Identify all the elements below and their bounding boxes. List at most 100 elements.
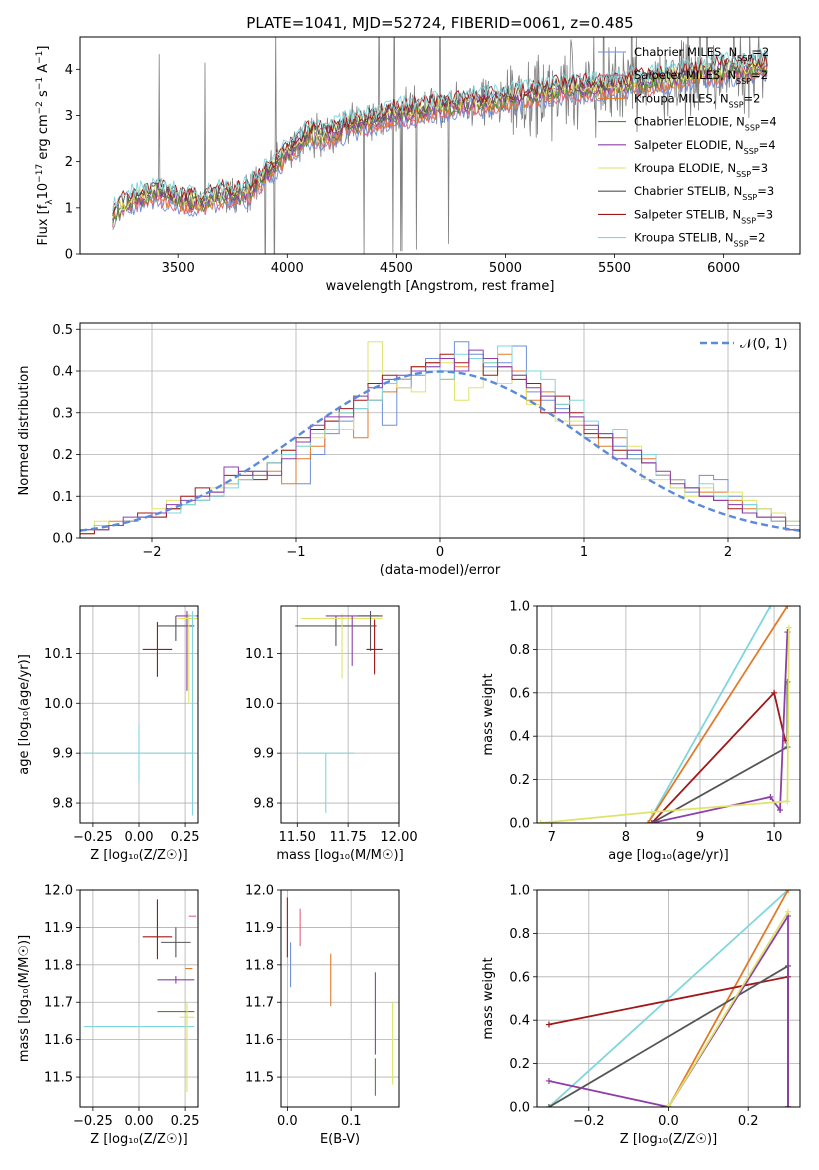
axes-frame <box>280 605 400 824</box>
weight-marker <box>545 1021 552 1028</box>
weight-line <box>647 606 772 823</box>
y-tick-label: 10.0 <box>44 697 73 712</box>
y-tick-label: 11.7 <box>44 996 73 1011</box>
x-tick-label: 4000 <box>271 261 304 276</box>
weight-line <box>647 606 789 823</box>
plot-area <box>80 341 800 538</box>
y-tick-label: 0.6 <box>509 970 530 985</box>
legend-label: Kroupa STELIB, NSSP=2 <box>634 231 765 249</box>
weight-marker <box>648 809 655 816</box>
legend-label: Kroupa ELODIE, NSSP=3 <box>634 161 768 179</box>
y-tick-label: 0.0 <box>509 817 530 832</box>
legend-label-subscript: SSP <box>744 146 759 155</box>
y-tick-label: 0.2 <box>509 773 530 788</box>
x-tick-label: −1 <box>286 545 305 560</box>
x-tick-label: −0.25 <box>73 830 113 845</box>
y-tick-label: 9.9 <box>52 747 73 762</box>
legend-label: Salpeter ELODIE, NSSP=4 <box>634 138 776 156</box>
x-axis-label: mass [log₁₀(M/M☉)] <box>276 848 403 863</box>
x-tick-label: 11.50 <box>279 830 316 845</box>
weight-marker <box>665 1104 672 1107</box>
x-tick-label: 0.0 <box>277 1114 298 1129</box>
x-tick-label: 0.25 <box>171 1114 200 1129</box>
legend-label: Chabrier MILES, NSSP=2 <box>634 45 769 63</box>
legend-label-text: Chabrier ELODIE, N <box>634 115 745 129</box>
panel-mass_vs_Z: −0.25 0.00 0.25 11.5 11.6 11.7 11.8 11.9 12.0 Z [… <box>17 884 200 1148</box>
y-tick-label: 2 <box>65 155 73 170</box>
legend-label-text: Kroupa ELODIE, N <box>634 161 736 175</box>
weight-marker <box>767 793 774 800</box>
weight-marker <box>545 1077 552 1084</box>
legend-label-text: Salpeter ELODIE, N <box>634 138 744 152</box>
y-tick-label: 9.8 <box>253 797 274 812</box>
y-axis-label: mass weight <box>481 673 496 755</box>
panel-weight_vs_age: 7 8 9 10 0.0 0.2 0.4 0.6 0.8 1.0 age [log₁₀(age/yr… <box>481 600 801 863</box>
y-tick-label: 0.2 <box>509 1057 530 1072</box>
figure-title: PLATE=1041, MJD=52724, FIBERID=0061, z=0… <box>246 14 633 32</box>
x-tick-label: 0.0 <box>658 1114 679 1129</box>
plot-area <box>295 610 383 814</box>
y-tick-label: 0.3 <box>52 406 73 421</box>
y-tick-label: 0.8 <box>509 927 530 942</box>
y-axis-label: age [log₁₀(age/yr)] <box>17 654 32 775</box>
y-tick-label: 11.8 <box>44 958 73 973</box>
y-axis-label-part: Flux [f <box>36 204 51 245</box>
legend-label: Kroupa MILES, NSSP=2 <box>634 91 760 109</box>
y-tick-label: 9.9 <box>253 747 274 762</box>
y-axis-label-part: A <box>36 64 51 77</box>
x-tick-label: −0.25 <box>73 1114 113 1129</box>
plot-area <box>286 897 394 1096</box>
weight-marker <box>785 890 792 893</box>
weight-marker <box>767 606 774 609</box>
y-tick-label: 1 <box>65 201 73 216</box>
y-tick-label: 0.2 <box>52 448 73 463</box>
legend-label: Salpeter MILES, NSSP=2 <box>634 68 768 86</box>
x-tick-label: 3500 <box>162 261 195 276</box>
weight-line <box>667 911 789 1107</box>
x-tick-label: 5000 <box>489 261 522 276</box>
x-tick-label: 10 <box>766 830 783 845</box>
panel-age_vs_mass: 11.50 11.75 12.00 9.8 9.9 10.0 10.1 mass [log₁₀… <box>245 605 418 863</box>
y-tick-label: 11.7 <box>245 996 274 1011</box>
y-tick-label: 11.5 <box>245 1071 274 1086</box>
x-tick-label: 12.00 <box>380 830 417 845</box>
legend-label-subscript: SSP <box>741 216 756 225</box>
legend-label-text: Kroupa STELIB, N <box>634 231 734 245</box>
weight-marker <box>784 798 791 805</box>
legend-label-subscript: SSP <box>729 100 744 109</box>
legend-label-tail: =2 <box>751 68 768 82</box>
axes-frame <box>280 889 400 1108</box>
y-axis-label-part: s <box>36 90 51 101</box>
weight-line <box>540 627 790 823</box>
x-tick-label: 1 <box>580 545 588 560</box>
legend-label-text: Salpeter STELIB, N <box>634 207 741 221</box>
y-tick-label: 11.5 <box>44 1071 73 1086</box>
y-axis-label: mass [log₁₀(M/M☉)] <box>17 935 32 1062</box>
y-tick-label: 0.1 <box>52 490 73 505</box>
y-tick-label: 12.0 <box>44 884 73 899</box>
y-axis-label-part: λ <box>45 199 55 205</box>
legend-label-subscript: SSP <box>737 54 752 63</box>
panel-spectrum: 3500 4000 4500 5000 5500 6000 0 1 2 3 4 wavelength … <box>35 36 801 294</box>
x-tick-label: 7 <box>548 830 556 845</box>
plot-area <box>545 890 792 1107</box>
x-axis-label: Z [log₁₀(Z/Z☉)] <box>90 848 187 863</box>
x-tick-label: −0.2 <box>573 1114 605 1129</box>
legend-label-subscript: SSP <box>736 77 751 86</box>
y-axis-label: mass weight <box>481 957 496 1039</box>
y-tick-label: 0.4 <box>52 365 73 380</box>
x-tick-label: 5500 <box>598 261 631 276</box>
panel-mass_vs_ebv: 0.0 0.1 11.5 11.6 11.7 11.8 11.9 12.0 E(B-V) <box>245 884 400 1147</box>
y-tick-label: 0.4 <box>509 1014 530 1029</box>
normal-curve <box>80 370 800 532</box>
y-tick-label: 0.8 <box>509 643 530 658</box>
weight-line <box>548 912 789 1107</box>
panel-residuals: −2 −1 0 1 2 0.0 0.1 0.2 0.3 0.4 0.5 (data-model)/er… <box>17 322 801 578</box>
y-axis-label-part: −1 <box>35 51 45 64</box>
legend-label-subscript: SSP <box>742 193 757 202</box>
panel-age_vs_Z: −0.25 0.00 0.25 9.8 9.9 10.0 10.1 Z [log₁₀(Z/Z☉… <box>17 605 200 863</box>
legend-label-tail: =2 <box>752 45 769 59</box>
x-tick-label: −2 <box>142 545 161 560</box>
